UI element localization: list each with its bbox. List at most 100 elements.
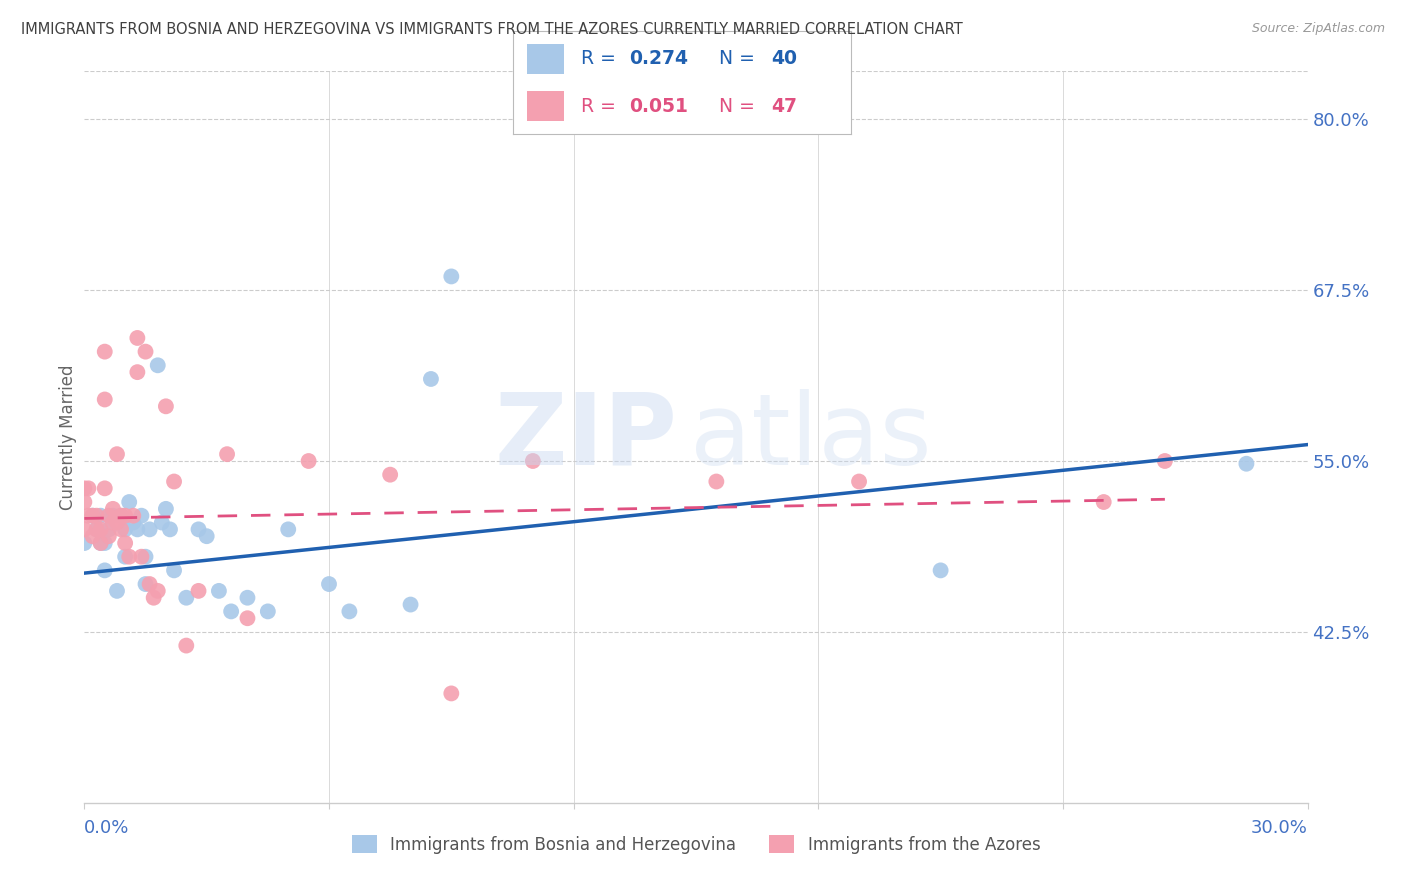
Point <box>187 583 209 598</box>
Point <box>105 583 128 598</box>
Point <box>97 522 120 536</box>
Point <box>848 475 870 489</box>
Point <box>131 549 153 564</box>
Point <box>219 604 242 618</box>
Point <box>236 591 259 605</box>
Point <box>73 522 96 536</box>
Text: 0.274: 0.274 <box>630 49 689 69</box>
Point <box>298 454 321 468</box>
Point <box>155 400 177 414</box>
Point <box>174 639 197 653</box>
Text: Source: ZipAtlas.com: Source: ZipAtlas.com <box>1251 22 1385 36</box>
Point <box>187 522 209 536</box>
Point <box>380 467 402 482</box>
Bar <box>527 44 564 74</box>
Text: N =: N = <box>718 49 761 69</box>
Point <box>114 549 136 564</box>
Point <box>90 508 112 523</box>
Point <box>174 591 197 605</box>
Point <box>277 522 299 536</box>
Point <box>110 522 132 536</box>
Point <box>138 522 160 536</box>
Text: 30.0%: 30.0% <box>1251 819 1308 838</box>
Point <box>127 331 149 345</box>
Point <box>97 508 120 523</box>
Point <box>318 577 340 591</box>
Point <box>105 516 128 530</box>
Point <box>93 392 115 407</box>
Point <box>163 563 186 577</box>
Point <box>138 577 160 591</box>
Point <box>93 344 115 359</box>
Text: R =: R = <box>581 96 621 116</box>
Point <box>339 604 361 618</box>
Point <box>163 475 186 489</box>
Point <box>1236 457 1258 471</box>
Point <box>110 508 132 523</box>
Point <box>118 495 141 509</box>
Text: 40: 40 <box>772 49 797 69</box>
Point <box>146 359 169 373</box>
Text: 0.051: 0.051 <box>630 96 689 116</box>
Legend: Immigrants from Bosnia and Herzegovina, Immigrants from the Azores: Immigrants from Bosnia and Herzegovina, … <box>344 829 1047 860</box>
Point <box>440 686 463 700</box>
Point <box>122 508 145 523</box>
Point <box>135 344 157 359</box>
Point <box>118 549 141 564</box>
Point <box>73 481 96 495</box>
Point <box>146 583 169 598</box>
Point <box>77 481 100 495</box>
Point <box>86 522 108 536</box>
Point <box>86 508 108 523</box>
Text: R =: R = <box>581 49 621 69</box>
Point <box>73 495 96 509</box>
Point <box>236 611 259 625</box>
Point <box>142 591 165 605</box>
Point <box>440 269 463 284</box>
Point <box>522 454 544 468</box>
Point <box>195 529 218 543</box>
Point <box>101 508 124 523</box>
Text: IMMIGRANTS FROM BOSNIA AND HERZEGOVINA VS IMMIGRANTS FROM THE AZORES CURRENTLY M: IMMIGRANTS FROM BOSNIA AND HERZEGOVINA V… <box>21 22 963 37</box>
Point <box>93 563 115 577</box>
Text: 47: 47 <box>772 96 797 116</box>
Text: atlas: atlas <box>690 389 932 485</box>
Point <box>73 536 96 550</box>
Point <box>82 508 104 523</box>
Point <box>1154 454 1177 468</box>
Point <box>420 372 443 386</box>
Point <box>706 475 728 489</box>
Point <box>159 522 181 536</box>
Point <box>101 501 124 516</box>
Point <box>82 508 104 523</box>
Point <box>82 529 104 543</box>
Point <box>105 447 128 461</box>
Point <box>1092 495 1115 509</box>
Point <box>257 604 280 618</box>
Point <box>114 522 136 536</box>
Text: N =: N = <box>718 96 761 116</box>
Point <box>93 481 115 495</box>
Point <box>135 549 157 564</box>
Point <box>101 516 124 530</box>
Point <box>114 508 136 523</box>
Point <box>399 598 422 612</box>
Text: ZIP: ZIP <box>495 389 678 485</box>
Point <box>86 522 108 536</box>
Point <box>97 529 120 543</box>
Point <box>217 447 239 461</box>
Bar <box>527 91 564 121</box>
Point <box>114 536 136 550</box>
Point <box>127 522 149 536</box>
Point <box>127 365 149 379</box>
Y-axis label: Currently Married: Currently Married <box>59 364 77 510</box>
Point <box>90 522 112 536</box>
Point <box>135 577 157 591</box>
Point <box>122 516 145 530</box>
Text: 0.0%: 0.0% <box>84 819 129 838</box>
Point <box>90 536 112 550</box>
Point <box>208 583 231 598</box>
Point <box>929 563 952 577</box>
Point <box>110 508 132 523</box>
Point <box>90 536 112 550</box>
